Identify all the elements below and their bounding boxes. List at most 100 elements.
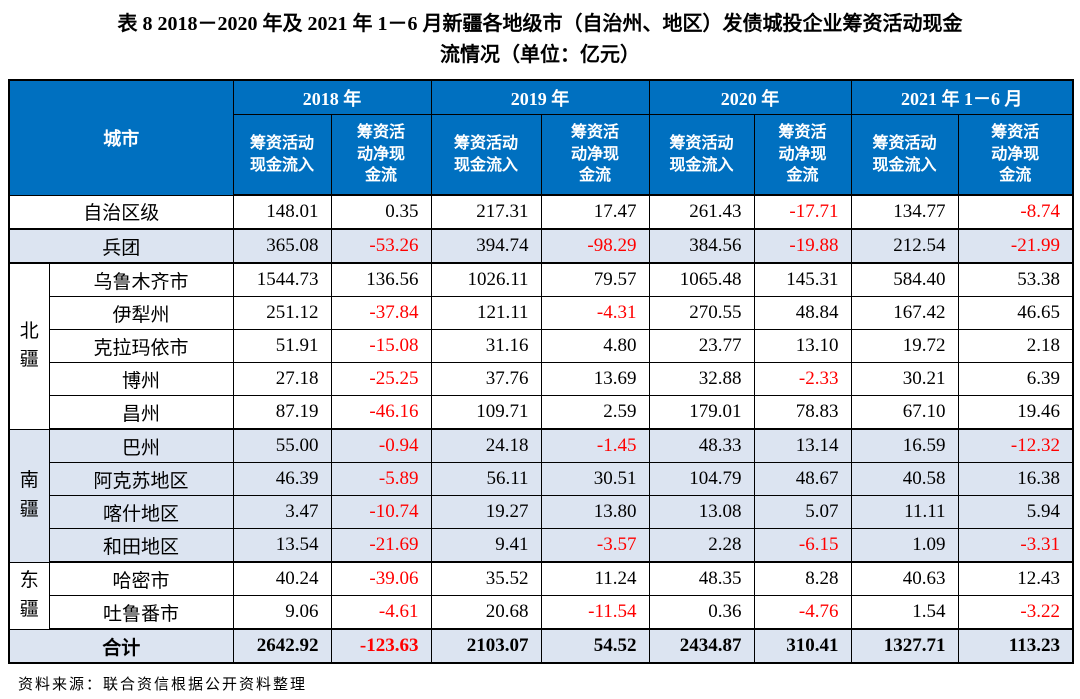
value-cell: 13.54 [232,528,332,563]
subheader-row: 筹资活动现金流入 筹资活动净现金流 筹资活动现金流入 筹资活动净现金流 筹资活动… [9,114,1074,196]
table-row: 伊犁州 251.12 -37.84 121.11 -4.31 270.55 48.84 167… [9,296,1074,330]
value-cell: -3.57 [540,528,650,563]
table-title-line2: 流情况（单位：亿元） [440,44,640,66]
value-cell: -37.84 [330,296,432,330]
value-cell: 13.80 [540,495,650,529]
value-cell: 16.38 [957,462,1074,496]
value-cell: 584.40 [850,262,959,297]
value-cell: 136.56 [330,262,432,297]
value-cell: 145.31 [753,262,852,297]
value-cell: 167.42 [850,296,959,330]
value-cell: 1544.73 [232,262,332,297]
value-cell: 16.59 [850,428,959,463]
value-cell: 261.43 [648,194,755,230]
value-cell: 13.08 [648,495,755,529]
subheader-net-2019: 筹资活动净现金流 [540,114,650,196]
value-cell: 87.19 [232,395,332,430]
table-body: 自治区级 148.01 0.35 217.31 17.47 261.43 -17.71 134… [8,194,1074,664]
table-title-line1: 表 8 2018－2020 年及 2021 年 1－6 月新疆各地级市（自治州、… [117,13,963,35]
subheader-net-2020: 筹资活动净现金流 [753,114,852,196]
value-cell: 3.47 [232,495,332,529]
value-cell: 23.77 [648,329,755,363]
city-name: 合计 [8,628,234,664]
city-name: 吐鲁番市 [48,595,234,630]
value-cell: 54.52 [540,628,650,664]
value-cell: -15.08 [330,329,432,363]
value-cell: 12.43 [957,561,1074,596]
value-cell: 2.18 [957,329,1074,363]
city-name: 巴州 [48,428,234,463]
table-header: 城市 2018 年 2019 年 2020 年 2021 年 1－6 月 筹资活… [8,79,1074,196]
city-name: 阿克苏地区 [48,462,234,496]
value-cell: 48.33 [648,428,755,463]
city-column-header: 城市 [8,79,234,196]
financing-cashflow-table: 城市 2018 年 2019 年 2020 年 2021 年 1－6 月 筹资活… [8,79,1074,664]
city-name: 喀什地区 [48,495,234,529]
value-cell: -53.26 [330,228,432,264]
value-cell: 48.67 [753,462,852,496]
value-cell: -4.76 [753,595,852,630]
table-row: 自治区级 148.01 0.35 217.31 17.47 261.43 -17.71 134… [8,194,1074,230]
city-name: 乌鲁木齐市 [48,262,234,297]
value-cell: 2.59 [540,395,650,430]
region-label: 东疆 [8,561,50,630]
value-cell: -10.74 [330,495,432,529]
value-cell: 1026.11 [430,262,542,297]
value-cell: -39.06 [330,561,432,596]
table-title: 表 8 2018－2020 年及 2021 年 1－6 月新疆各地级市（自治州、… [0,9,1080,71]
value-cell: -6.15 [753,528,852,563]
value-cell: 394.74 [430,228,542,264]
value-cell: 270.55 [648,296,755,330]
value-cell: 27.18 [232,362,332,396]
value-cell: 2.28 [648,528,755,563]
value-cell: 2434.87 [648,628,755,664]
city-name: 兵团 [8,228,234,264]
value-cell: 53.38 [957,262,1074,297]
value-cell: 40.58 [850,462,959,496]
value-cell: 217.31 [430,194,542,230]
table-row: 昌州 87.19 -46.16 109.71 2.59 179.01 78.83 67.10 1… [9,395,1074,430]
value-cell: 5.94 [957,495,1074,529]
value-cell: 6.39 [957,362,1074,396]
table-row: 东疆 哈密市 40.24 -39.06 35.52 11.24 48.35 8.28 40.63… [8,561,1074,630]
table-row: 南疆 巴州 55.00 -0.94 24.18 -1.45 48.33 13.14 16.59-… [8,428,1074,563]
value-cell: 51.91 [232,329,332,363]
value-cell: -2.33 [753,362,852,396]
value-cell: 4.80 [540,329,650,363]
year-header-2020: 2020 年 [648,79,852,115]
value-cell: -0.94 [330,428,432,463]
city-name: 伊犁州 [48,296,234,330]
value-cell: 32.88 [648,362,755,396]
value-cell: 13.14 [753,428,852,463]
value-cell: 384.56 [648,228,755,264]
table-row: 和田地区 13.54 -21.69 9.41 -3.57 2.28 -6.15 1.09 -3.… [9,528,1074,563]
value-cell: 48.35 [648,561,755,596]
value-cell: 30.51 [540,462,650,496]
value-cell: 9.41 [430,528,542,563]
table-row: 北疆 乌鲁木齐市 1544.73 136.56 1026.11 79.57 1065.48 1… [8,262,1074,430]
value-cell: 1.09 [850,528,959,563]
value-cell: -21.99 [957,228,1074,264]
subheader-inflow-2020: 筹资活动现金流入 [648,114,755,196]
value-cell: 19.46 [957,395,1074,430]
value-cell: -25.25 [330,362,432,396]
value-cell: 40.63 [850,561,959,596]
value-cell: 55.00 [232,428,332,463]
value-cell: 11.11 [850,495,959,529]
subheader-inflow-2019: 筹资活动现金流入 [430,114,542,196]
value-cell: 310.41 [753,628,852,664]
value-cell: -1.45 [540,428,650,463]
value-cell: 13.69 [540,362,650,396]
value-cell: 78.83 [753,395,852,430]
value-cell: 104.79 [648,462,755,496]
subheader-inflow-2018: 筹资活动现金流入 [232,114,332,196]
value-cell: 24.18 [430,428,542,463]
value-cell: -5.89 [330,462,432,496]
value-cell: 37.76 [430,362,542,396]
city-name: 和田地区 [48,528,234,563]
value-cell: 31.16 [430,329,542,363]
value-cell: -8.74 [957,194,1074,230]
city-name: 克拉玛依市 [48,329,234,363]
value-cell: 148.01 [232,194,332,230]
value-cell: -46.16 [330,395,432,430]
